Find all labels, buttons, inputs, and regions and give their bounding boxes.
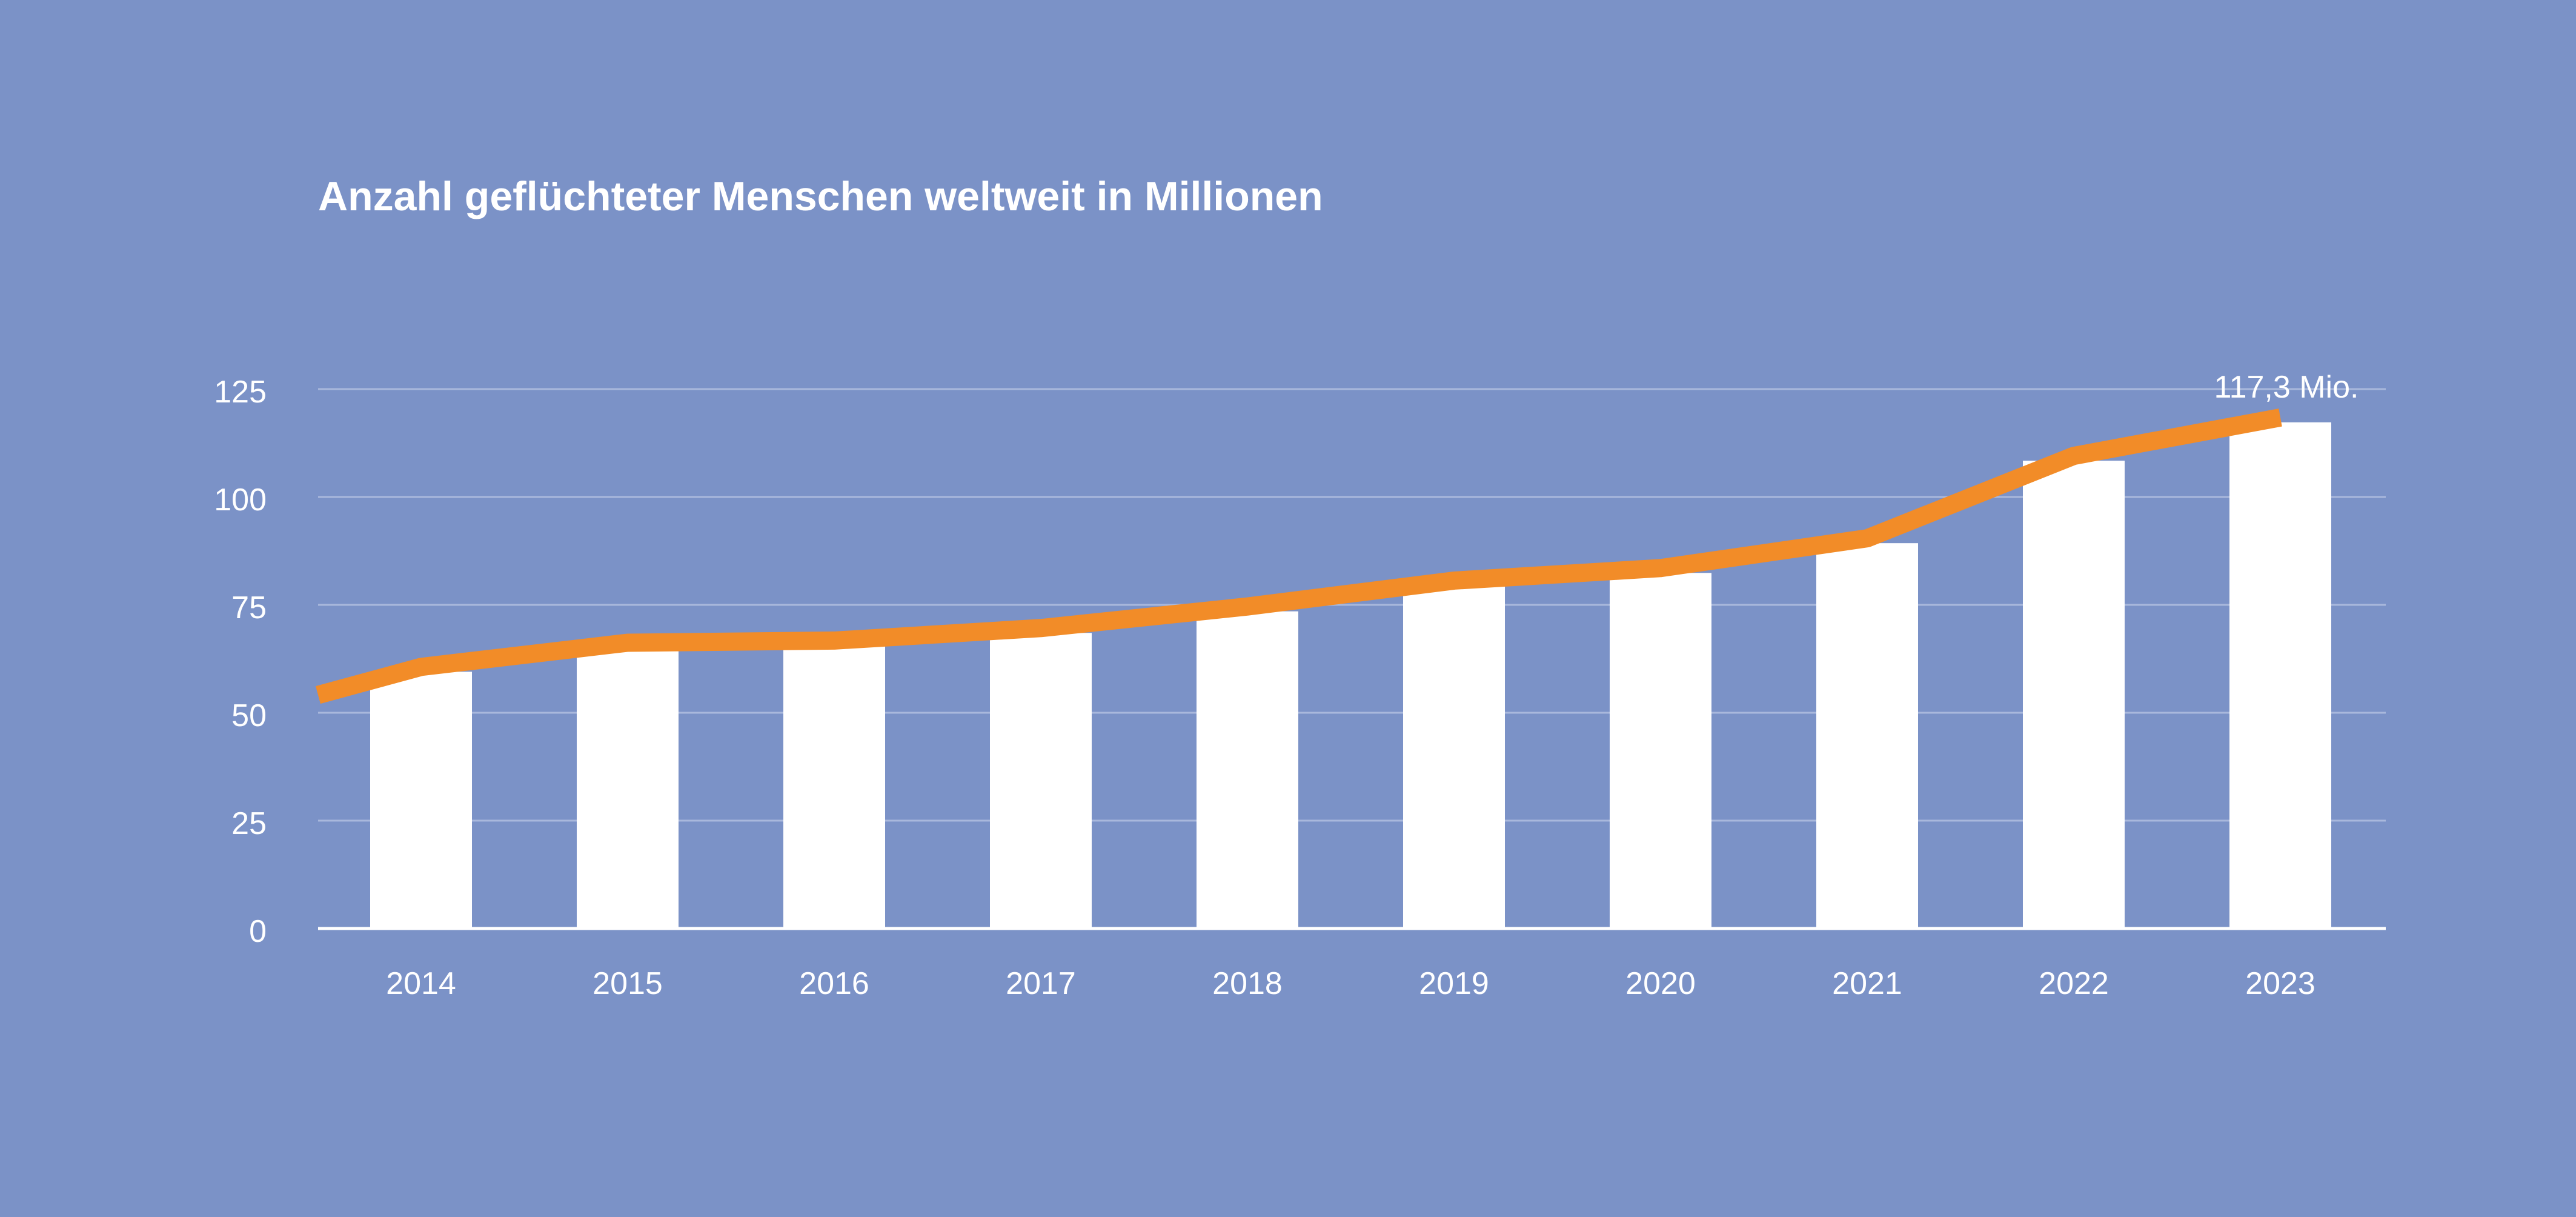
bar [1403,585,1505,929]
x-tick-label: 2022 [2039,966,2109,1001]
y-tick-label: 75 [231,590,267,625]
y-tick-label: 100 [214,482,267,518]
bar [370,672,472,929]
value-annotation: 117,3 Mio. [2214,370,2359,405]
bar [1816,543,1918,929]
x-tick-label: 2016 [799,966,869,1001]
x-tick-label: 2015 [593,966,663,1001]
x-tick-label: 2019 [1419,966,1489,1001]
x-tick-label: 2021 [1832,966,1902,1001]
y-tick-label: 50 [231,698,267,733]
trend-line [316,408,2282,704]
bar [577,647,679,929]
bar [1197,611,1298,929]
chart-title: Anzahl geflüchteter Menschen weltweit in… [318,173,1323,219]
y-tick-label: 25 [231,806,267,841]
bar [990,633,1092,929]
bar [1610,573,1711,929]
x-tick-label: 2020 [1625,966,1696,1001]
bar [2023,461,2125,929]
y-tick-label: 0 [249,914,267,949]
x-tick-label: 2018 [1212,966,1283,1001]
x-tick-label: 2023 [2245,966,2315,1001]
y-tick-label: 125 [214,375,267,410]
x-tick-label: 2014 [386,966,456,1001]
bar [2229,422,2331,929]
bar [783,645,885,929]
x-tick-label: 2017 [1006,966,1076,1001]
